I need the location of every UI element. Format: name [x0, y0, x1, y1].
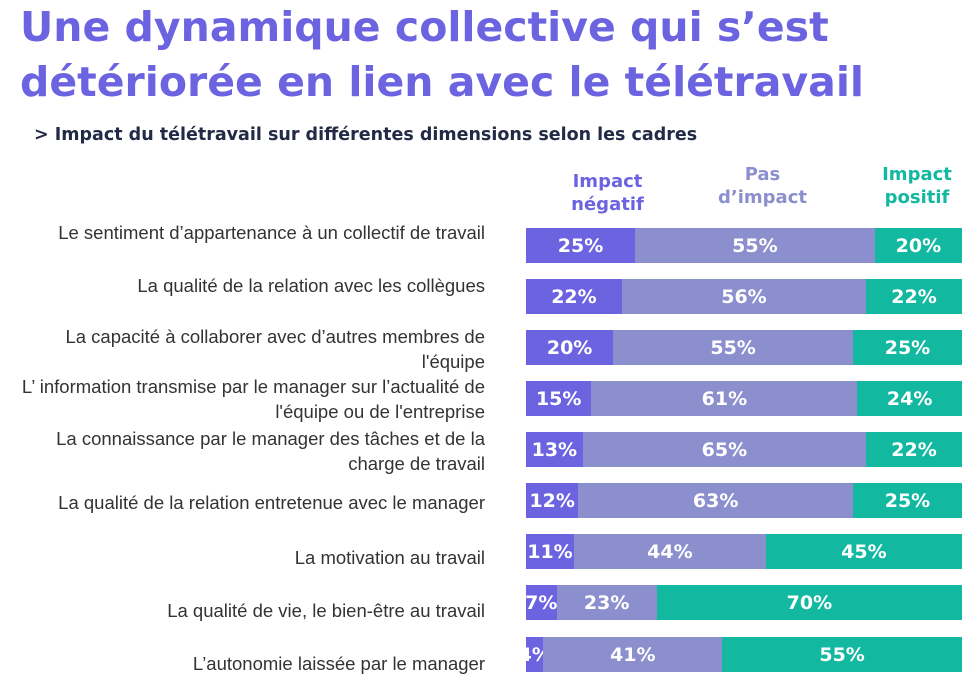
page-title: Une dynamique collective qui s’est détér…	[20, 3, 864, 106]
bar-row: 12% 63% 25%	[526, 483, 962, 518]
segment-positif: 22%	[866, 432, 962, 467]
data-label: 25%	[884, 489, 931, 512]
category-label: La connaissance par le manager des tâche…	[56, 428, 485, 474]
data-label: 41%	[610, 643, 656, 666]
data-label: 63%	[692, 489, 739, 512]
data-label: 55%	[732, 234, 778, 257]
bar-row: 20% 55% 25%	[526, 330, 962, 365]
data-label: 24%	[886, 387, 933, 410]
data-label: 61%	[701, 387, 748, 410]
category-label: Le sentiment d’appartenance à un collect…	[58, 222, 485, 243]
category-label: La qualité de vie, le bien-être au trava…	[167, 600, 485, 621]
legend-impact-negatif: Impact négatif	[571, 171, 644, 215]
segment-positif: 45%	[765, 534, 962, 569]
data-label: 20%	[895, 234, 942, 257]
segment-negatif: 12%	[526, 483, 579, 518]
segment-negatif: 7%	[525, 585, 558, 620]
data-label: 44%	[647, 540, 693, 563]
data-label: 70%	[786, 591, 833, 614]
data-label: 15%	[535, 387, 582, 410]
segment-positif: 70%	[656, 585, 962, 620]
category-label: La qualité de la relation entretenue ave…	[58, 492, 485, 513]
data-label: 56%	[721, 285, 767, 308]
data-label: 65%	[701, 438, 748, 461]
segment-negatif: 15%	[526, 381, 592, 416]
legend-pas-impact: Pas d’impact	[718, 164, 807, 208]
segment-negatif: 22%	[526, 279, 622, 314]
data-label: 22%	[551, 285, 597, 308]
bar-row: 11% 44% 45%	[526, 534, 962, 569]
data-label: 11%	[527, 540, 573, 563]
data-label: 7%	[525, 591, 558, 614]
data-label: 22%	[891, 285, 937, 308]
bar-row: 7% 23% 70%	[525, 585, 962, 620]
data-label: 55%	[710, 336, 756, 359]
segment-pas-impact: 41%	[543, 637, 723, 672]
legend-impact-positif: Impact positif	[882, 164, 952, 208]
chart-subtitle: > Impact du télétravail sur différentes …	[34, 125, 698, 145]
data-label: 4%	[518, 643, 551, 666]
bar-row: 4% 41% 55%	[519, 637, 962, 672]
segment-pas-impact: 56%	[621, 279, 867, 314]
segment-positif: 25%	[852, 483, 962, 518]
bar-row: 22% 56% 22%	[526, 279, 962, 314]
data-label: 20%	[546, 336, 593, 359]
data-label: 45%	[841, 540, 887, 563]
data-label: 25%	[884, 336, 931, 359]
segment-pas-impact: 44%	[573, 534, 766, 569]
category-label: L’ information transmise par le manager …	[21, 376, 485, 422]
segment-positif: 20%	[874, 228, 962, 263]
data-label: 23%	[583, 591, 630, 614]
data-label: 13%	[531, 438, 578, 461]
segment-positif: 55%	[722, 637, 962, 672]
category-label: La qualité de la relation avec les collè…	[137, 275, 485, 296]
category-label: L’autonomie laissée par le manager	[192, 653, 485, 674]
segment-pas-impact: 65%	[582, 432, 867, 467]
segment-positif: 24%	[857, 381, 962, 416]
segment-negatif: 20%	[526, 330, 614, 365]
bar-row: 25% 55% 20%	[526, 228, 962, 263]
bar-row: 15% 61% 24%	[526, 381, 962, 416]
data-label: 22%	[891, 438, 937, 461]
data-label: 12%	[529, 489, 575, 512]
segment-negatif: 25%	[526, 228, 635, 263]
segment-pas-impact: 61%	[591, 381, 858, 416]
category-label: La capacité à collaborer avec d’autres m…	[65, 326, 485, 372]
category-label: La motivation au travail	[294, 547, 485, 568]
segment-pas-impact: 55%	[613, 330, 853, 365]
segment-negatif: 11%	[526, 534, 574, 569]
data-label: 55%	[819, 643, 865, 666]
segment-positif: 25%	[852, 330, 962, 365]
segment-positif: 22%	[866, 279, 962, 314]
segment-pas-impact: 23%	[556, 585, 657, 620]
data-label: 25%	[557, 234, 604, 257]
bar-row: 13% 65% 22%	[526, 432, 962, 467]
segment-negatif: 4%	[519, 637, 551, 672]
segment-negatif: 13%	[526, 432, 583, 467]
segment-pas-impact: 63%	[578, 483, 853, 518]
segment-pas-impact: 55%	[635, 228, 875, 263]
